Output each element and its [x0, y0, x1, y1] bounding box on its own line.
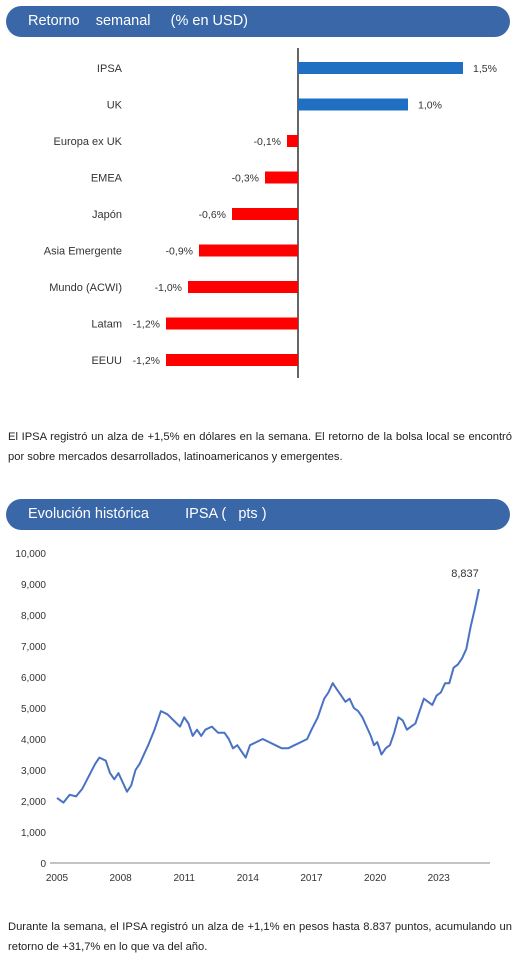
- category-label: Asia Emergente: [44, 246, 122, 258]
- bar-europa-ex-uk: [287, 135, 298, 147]
- ipsa-history-description: Durante la semana, el IPSA registró un a…: [8, 921, 512, 953]
- x-tick-label: 2023: [428, 873, 451, 884]
- bar-asia-emergente: [199, 244, 298, 257]
- value-label: -0,3%: [232, 173, 259, 185]
- weekly-return-bar-chart: IPSA 1,5% UK 1,0% Europa ex UK -0,1% EMEA -0,3%…: [44, 48, 497, 378]
- y-tick-label: 5,000: [21, 704, 46, 715]
- bar-mundo-acwi-: [188, 281, 298, 293]
- bar-uk: [298, 98, 408, 111]
- x-tick-label: 2014: [237, 873, 260, 884]
- value-label: 1,5%: [473, 63, 497, 75]
- weekly-return-banner: Retorno semanal (% en USD): [6, 6, 510, 37]
- value-label: -1,2%: [133, 319, 160, 331]
- category-label: Japón: [92, 209, 122, 221]
- value-label: -0,9%: [166, 246, 193, 258]
- x-tick-label: 2017: [300, 873, 323, 884]
- y-tick-label: 0: [40, 859, 46, 870]
- bar-ipsa: [298, 62, 463, 74]
- value-label: -0,6%: [199, 209, 226, 221]
- category-label: IPSA: [97, 63, 123, 75]
- x-tick-label: 2011: [173, 873, 195, 884]
- value-label: -1,0%: [155, 282, 182, 294]
- value-label: -1,2%: [133, 355, 160, 367]
- category-label: Latam: [91, 319, 122, 331]
- value-label: 1,0%: [418, 100, 442, 112]
- historical-evolution-banner: Evolución histórica IPSA ( pts ): [6, 499, 510, 530]
- ipsa-series-line: [56, 588, 480, 804]
- y-tick-label: 4,000: [21, 735, 46, 746]
- y-tick-label: 1,000: [21, 828, 46, 839]
- bar-eeuu: [166, 354, 298, 366]
- weekly-return-description: El IPSA registró un alza de +1,5% en dól…: [8, 431, 512, 463]
- y-tick-label: 2,000: [21, 797, 46, 808]
- category-label: UK: [107, 100, 123, 112]
- category-label: EMEA: [91, 173, 123, 185]
- ipsa-history-line-chart: 8,837 0 1,000 2,000 3,000 4,000 5,000 6,000 7,0…: [15, 549, 490, 884]
- value-label: -0,1%: [254, 136, 281, 148]
- last-value-label: 8,837: [451, 568, 479, 580]
- y-tick-label: 8,000: [21, 611, 46, 622]
- y-tick-label: 6,000: [21, 673, 46, 684]
- category-label: Europa ex UK: [54, 136, 123, 148]
- category-label: Mundo (ACWI): [49, 282, 122, 294]
- y-tick-label: 10,000: [15, 549, 46, 560]
- y-tick-label: 3,000: [21, 766, 46, 777]
- x-tick-label: 2020: [364, 873, 387, 884]
- bar-latam: [166, 317, 298, 330]
- x-tick-label: 2005: [46, 873, 69, 884]
- x-tick-label: 2008: [109, 873, 132, 884]
- y-tick-label: 7,000: [21, 642, 46, 653]
- bar-emea: [265, 171, 298, 184]
- y-tick-label: 9,000: [21, 580, 46, 591]
- bar-jap-n: [232, 208, 298, 220]
- category-label: EEUU: [91, 355, 122, 367]
